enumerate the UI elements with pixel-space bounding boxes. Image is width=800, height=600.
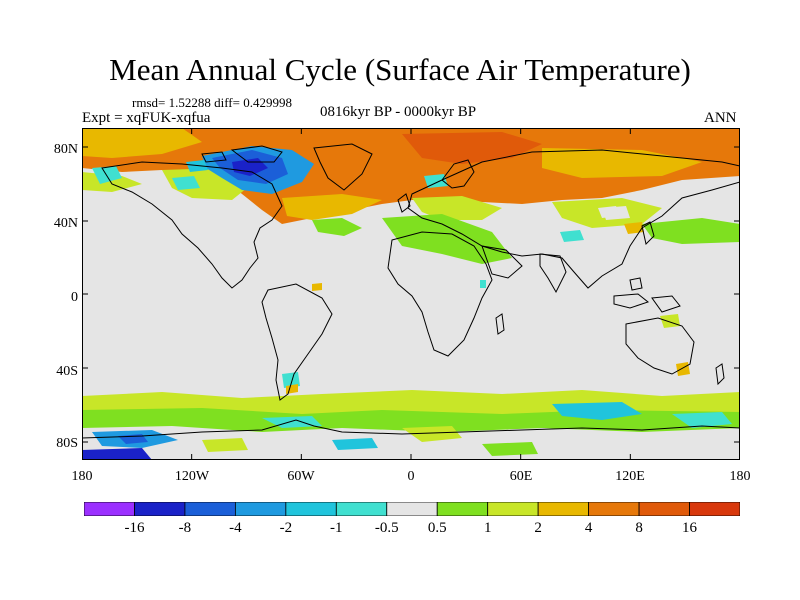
colorbar-swatch (588, 502, 640, 516)
colorbar-swatch (234, 502, 287, 516)
stats-label: rmsd= 1.52288 diff= 0.429998 (132, 95, 292, 110)
colorbar-label: -0.5 (374, 520, 399, 536)
colorbar-label: 2 (534, 520, 542, 536)
colorbar-swatch (84, 502, 135, 516)
colorbar-label: -16 (124, 520, 145, 536)
axis-ticks (82, 128, 740, 460)
colorbar-label: 0.5 (427, 520, 447, 536)
ytick-0: 0 (71, 290, 78, 305)
colorbar-label: 8 (635, 520, 643, 536)
southern-band (82, 390, 740, 460)
colorbar-swatch (638, 502, 690, 516)
period-label: 0816kyr BP - 0000kyr BP (320, 104, 477, 120)
colorbar (84, 502, 740, 516)
xtick-60e: 60E (509, 469, 533, 484)
colorbar-swatch (537, 502, 590, 516)
season-label: ANN (704, 110, 737, 126)
colorbar-swatch (689, 502, 740, 516)
colorbar-label: 4 (584, 520, 593, 536)
colorbar-label: -4 (229, 520, 242, 536)
coastlines (82, 143, 740, 439)
colorbar-swatch (184, 502, 236, 516)
xtick-60w: 60W (287, 469, 315, 484)
colorbar-label: 16 (682, 520, 698, 536)
xtick-0: 0 (407, 469, 415, 484)
ytick-40n: 40N (53, 216, 78, 231)
colorbar-label: -8 (178, 520, 192, 536)
colorbar-swatch (487, 502, 539, 516)
xtick-120e: 120E (615, 469, 645, 484)
colorbar-swatch (436, 502, 489, 516)
ytick-80s: 80S (56, 436, 78, 451)
colorbar-swatch (134, 502, 186, 516)
colorbar-swatch (386, 502, 438, 516)
colorbar-label: 1 (483, 520, 492, 536)
canadian-cooling-region (186, 146, 314, 194)
xtick-180e: 180 (729, 469, 751, 484)
colorbar-swatch (335, 502, 388, 516)
colorbar-swatch (285, 502, 337, 516)
xtick-180w: 180 (71, 469, 93, 484)
page-title: Mean Annual Cycle (Surface Air Temperatu… (109, 52, 691, 87)
colorbar-label: -2 (279, 520, 293, 536)
xtick-120w: 120W (174, 469, 210, 484)
experiment-label: Expt = xqFUK-xqfua (82, 110, 211, 126)
ytick-80n: 80N (53, 142, 78, 157)
temperature-map (82, 128, 740, 460)
ytick-40s: 40S (56, 364, 78, 379)
colorbar-label: -1 (330, 520, 343, 536)
